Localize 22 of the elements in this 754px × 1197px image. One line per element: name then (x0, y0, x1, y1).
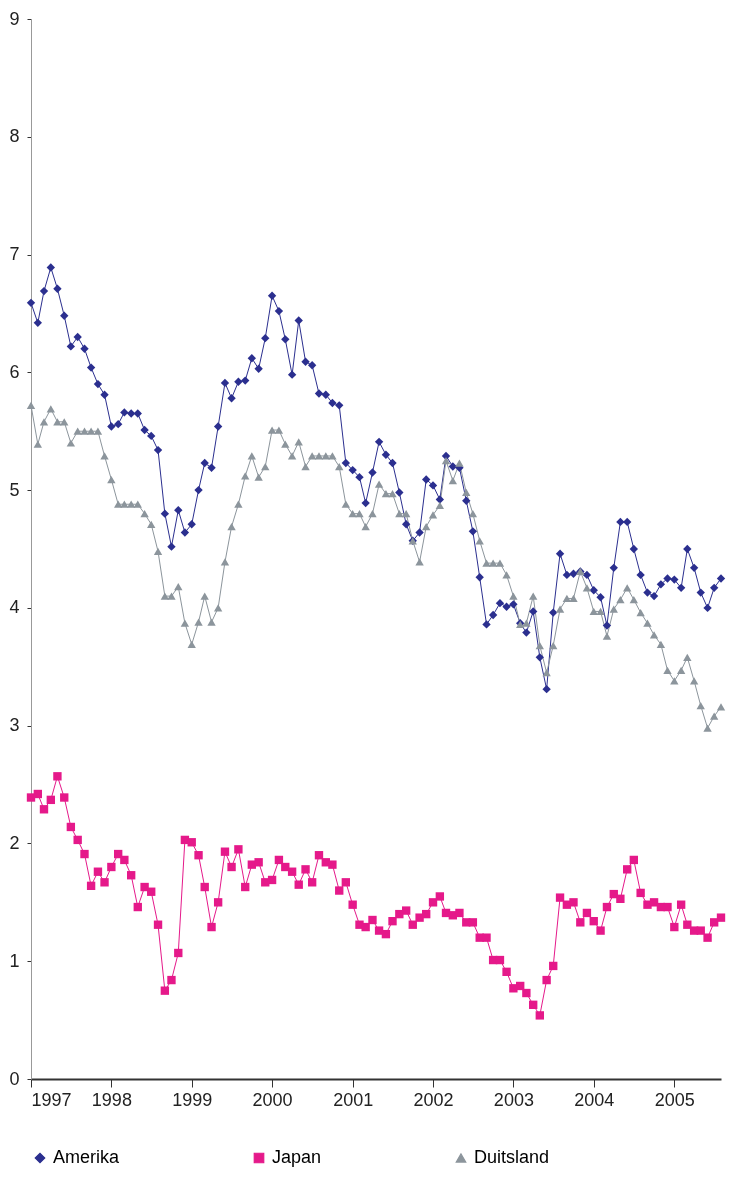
x-tick-label: 2003 (493, 1089, 534, 1110)
y-tick-label: 9 (9, 8, 20, 29)
legend-label: Duitsland (474, 1147, 550, 1167)
x-tick-label: 2005 (654, 1089, 695, 1110)
x-tick-label: 1997 (31, 1089, 72, 1110)
y-tick-label: 5 (9, 479, 20, 500)
legend-label: Amerika (53, 1147, 120, 1167)
y-tick-label: 1 (9, 950, 20, 971)
legend-label: Japan (272, 1147, 322, 1167)
y-tick-label: 2 (9, 832, 20, 853)
x-tick-label: 1998 (91, 1089, 132, 1110)
x-tick-label: 2002 (413, 1089, 454, 1110)
x-tick-label: 2004 (574, 1089, 615, 1110)
x-tick-label: 1999 (172, 1089, 213, 1110)
y-tick-label: 4 (9, 597, 20, 618)
y-tick-label: 3 (9, 715, 20, 736)
y-tick-label: 8 (9, 126, 20, 147)
y-tick-label: 6 (9, 361, 20, 382)
x-tick-label: 2000 (252, 1089, 293, 1110)
x-tick-label: 2001 (333, 1089, 374, 1110)
y-tick-label: 7 (9, 244, 20, 265)
y-tick-label: 0 (9, 1068, 20, 1089)
